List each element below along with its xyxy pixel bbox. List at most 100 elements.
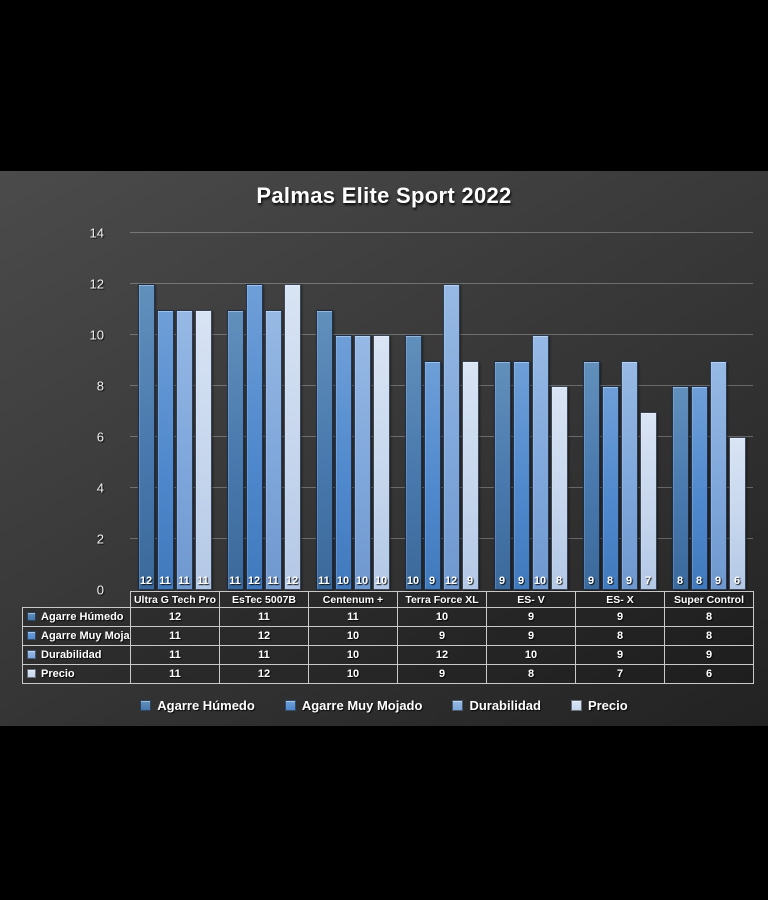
gridline-y-6 [130, 436, 753, 437]
bar-data-label: 8 [555, 575, 563, 587]
legend-swatch-icon [284, 700, 296, 711]
bar-agarre-húmedo: 9 [493, 360, 511, 590]
bar-precio: 11 [194, 309, 212, 590]
gridline-y-10 [130, 334, 753, 335]
legend-item-precio: Precio [570, 698, 628, 713]
table-corner-cell [23, 592, 131, 608]
bar-agarre-húmedo: 12 [137, 284, 155, 590]
table-value-cell: 8 [664, 607, 754, 627]
bar-agarre-muy-mojado: 8 [690, 386, 708, 590]
bar-data-label: 10 [355, 575, 369, 587]
series-label-cell: Durabilidad [22, 645, 131, 665]
y-axis-tick-label: 14 [89, 225, 104, 241]
chart-panel: Palmas Elite Sport 2022 0 2 4 6 8 10 12 14 12 11… [0, 171, 768, 726]
legend-swatch-icon [452, 700, 464, 711]
category-header-cell: EsTec 5007B [219, 591, 309, 608]
bar-agarre-húmedo: 8 [671, 386, 689, 590]
bar-data-label: 6 [733, 575, 741, 587]
bar-data-label: 12 [285, 575, 299, 587]
table-value-cell: 10 [308, 626, 398, 646]
bar-data-label: 9 [498, 575, 506, 587]
y-axis-tick-label: 0 [96, 582, 104, 598]
bar-data-label: 11 [159, 575, 171, 587]
table-value-cell: 11 [219, 645, 309, 665]
bar-data-label: 7 [644, 575, 652, 587]
legend-item-agarre-húmedo: Agarre Húmedo [140, 698, 255, 713]
bar-data-label: 10 [533, 575, 547, 587]
bar-agarre-húmedo: 10 [404, 335, 422, 590]
table-row: Agarre Muy Mojado1112109988 [22, 626, 754, 646]
bar-precio: 9 [461, 360, 479, 590]
y-axis-tick-label: 12 [89, 276, 104, 292]
y-axis-tick-label: 4 [96, 480, 104, 496]
y-axis-tick-label: 6 [96, 429, 104, 445]
category-header-cell: ES- X [575, 591, 665, 608]
bar-precio: 12 [283, 284, 301, 590]
bar-agarre-muy-mojado: 9 [423, 360, 441, 590]
table-value-cell: 11 [130, 626, 220, 646]
bar-agarre-húmedo: 11 [315, 309, 333, 590]
bar-data-label: 10 [406, 575, 420, 587]
legend-item-agarre-muy-mojado: Agarre Muy Mojado [284, 698, 423, 713]
bar-durabilidad: 11 [175, 309, 193, 590]
gridline-y-8 [130, 385, 753, 386]
table-value-cell: 11 [219, 607, 309, 627]
table-value-cell: 8 [575, 626, 665, 646]
y-axis-tick-label: 2 [96, 531, 104, 547]
legend-label: Precio [587, 698, 628, 713]
legend-key-icon [27, 669, 36, 678]
chart-title: Palmas Elite Sport 2022 [256, 183, 512, 208]
bar-agarre-húmedo: 9 [582, 360, 600, 590]
series-label-cell: Agarre Húmedo [22, 607, 131, 627]
legend-label: Agarre Muy Mojado [301, 698, 423, 713]
bar-data-label: 12 [247, 575, 261, 587]
table-value-cell: 9 [664, 645, 754, 665]
table-value-cell: 9 [397, 664, 487, 684]
table-row: Agarre Húmedo 12 11 11 10 9 9 8 [22, 607, 754, 627]
bar-agarre-muy-mojado: 11 [156, 309, 174, 590]
legend-item-durabilidad: Durabilidad [452, 698, 541, 713]
category-header-cell: Centenum + [308, 591, 398, 608]
category-header-cell: Ultra G Tech Pro [130, 591, 220, 608]
table-value-cell: 8 [486, 664, 576, 684]
bar-data-label: 11 [267, 575, 279, 587]
bar-data-label: 8 [695, 575, 703, 587]
bar-data-label: 9 [587, 575, 595, 587]
bar-data-label: 10 [374, 575, 388, 587]
bar-data-label: 12 [139, 575, 153, 587]
category-header-cell: ES- V [486, 591, 576, 608]
table-value-cell: 9 [486, 626, 576, 646]
table-value-cell: 9 [575, 607, 665, 627]
gridline-y-14 [130, 232, 753, 233]
category-header-cell: Super Control [664, 591, 754, 608]
bar-precio: 8 [550, 386, 568, 590]
table-value-cell: 9 [486, 607, 576, 627]
bar-durabilidad: 11 [264, 309, 282, 590]
bar-data-label: 11 [318, 575, 330, 587]
category-header-cell: Terra Force XL [397, 591, 487, 608]
bar-precio: 7 [639, 411, 657, 590]
bar-data-label: 9 [428, 575, 436, 587]
bar-group-4: 10 9 12 9 [397, 233, 486, 590]
bar-data-label: 10 [336, 575, 350, 587]
table-value-cell: 12 [219, 664, 309, 684]
bar-agarre-muy-mojado: 12 [245, 284, 263, 590]
table-value-cell: 10 [308, 645, 398, 665]
bar-data-label: 9 [466, 575, 474, 587]
table-value-cell: 6 [664, 664, 754, 684]
table-value-cell: 12 [130, 607, 220, 627]
bar-agarre-muy-mojado: 8 [601, 386, 619, 590]
legend-key-icon [27, 612, 36, 621]
data-table: Ultra G Tech Pro EsTec 5007B Centenum + Ter… [22, 591, 754, 684]
bar-durabilidad: 9 [709, 360, 727, 590]
gridline-y-2 [130, 538, 753, 539]
plot-area: 12 11 11 11 11 12 11 12 11 10 10 10 10 9 12 9 9 9 10 8 9 8 9 7 8… [130, 232, 753, 590]
y-axis-labels: 0 2 4 6 8 10 12 14 [0, 227, 118, 597]
bar-data-label: 12 [444, 575, 458, 587]
bar-precio: 6 [728, 437, 746, 590]
legend-key-icon [27, 650, 36, 659]
bar-agarre-muy-mojado: 10 [334, 335, 352, 590]
legend-label: Agarre Húmedo [157, 698, 255, 713]
table-value-cell: 11 [308, 607, 398, 627]
